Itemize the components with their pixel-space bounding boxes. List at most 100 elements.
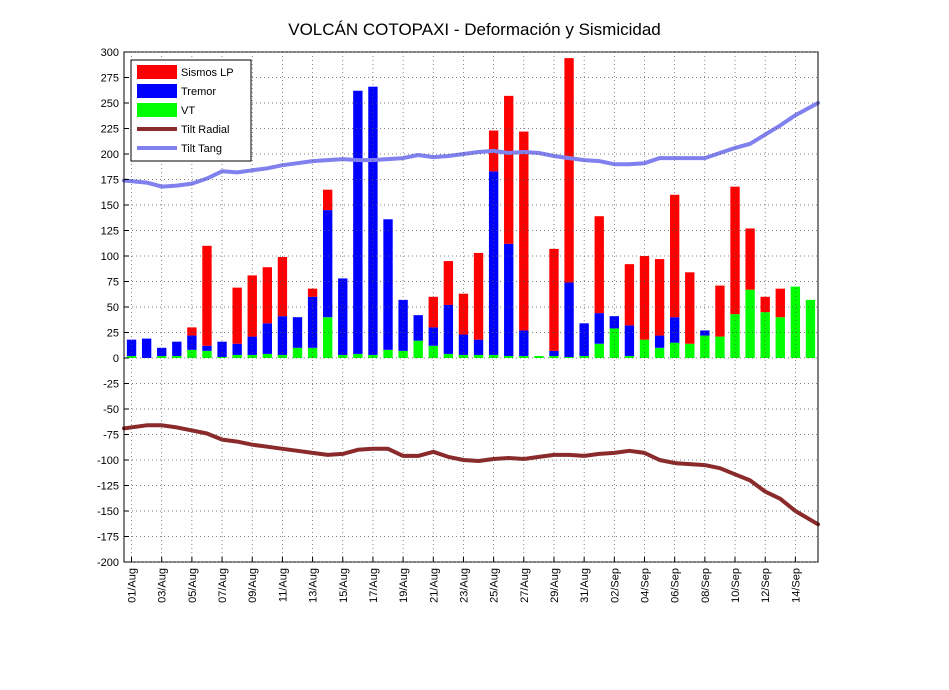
tremor-bar: [398, 299, 408, 351]
legend-swatch: [137, 103, 177, 117]
vt-bar: [564, 356, 574, 358]
sismos-lp-bar: [745, 228, 755, 290]
y-tick-label: -150: [97, 506, 119, 518]
x-tick-label: 13/Aug: [308, 568, 320, 603]
sismos-lp-bar: [654, 259, 665, 336]
vt-bar: [473, 354, 484, 358]
sismos-lp-bar: [715, 285, 725, 337]
vt-bar: [383, 349, 393, 358]
vt-bar: [322, 317, 333, 358]
chart-title: VOLCÁN COTOPAXI - Deformación y Sismicid…: [288, 20, 661, 39]
x-tick-label: 04/Sep: [640, 568, 652, 603]
x-tick-label: 09/Aug: [247, 568, 259, 603]
tremor-bar: [473, 339, 484, 355]
tremor-bar: [669, 317, 680, 343]
tremor-bar: [353, 90, 363, 354]
x-tick-label: 02/Sep: [609, 568, 621, 603]
vt-bar: [760, 312, 770, 358]
y-tick-label: 275: [101, 73, 119, 85]
vt-bar: [654, 347, 665, 358]
y-tick-label: -25: [103, 379, 119, 391]
x-tick-label: 21/Aug: [428, 568, 440, 603]
tremor-bar: [157, 347, 167, 356]
x-tick-label: 10/Sep: [730, 568, 742, 603]
tremor-bar: [277, 316, 288, 355]
y-tick-label: -200: [97, 557, 119, 569]
tremor-bar: [247, 336, 257, 355]
x-tick-label: 12/Sep: [760, 568, 772, 603]
tremor-bar: [413, 315, 423, 341]
tremor-bar: [443, 304, 454, 354]
sismos-lp-bar: [277, 257, 288, 317]
tremor-bar: [624, 325, 635, 356]
x-tick-label: 27/Aug: [519, 568, 531, 603]
sismos-lp-bar: [458, 293, 469, 335]
tilt-radial-line: [122, 423, 820, 527]
vt-bar: [669, 342, 680, 358]
tremor-bar: [232, 343, 242, 355]
legend-label: Tremor: [181, 86, 216, 98]
legend-swatch: [137, 65, 177, 79]
sismos-lp-bar: [247, 275, 257, 337]
tremor-bar: [292, 317, 303, 348]
y-tick-label: 125: [101, 226, 119, 238]
vt-bar: [232, 354, 242, 358]
sismos-lp-bar: [685, 272, 695, 344]
x-tick-label: 23/Aug: [458, 568, 470, 603]
x-tick-label: 14/Sep: [790, 568, 802, 603]
y-tick-label: 200: [101, 149, 119, 161]
sismos-lp-bar: [262, 267, 273, 324]
tremor-bar: [172, 341, 182, 356]
sismos-lp-bar: [775, 288, 785, 318]
x-tick-label: 25/Aug: [489, 568, 501, 603]
sismos-lp-bar: [519, 131, 529, 331]
tremor-bar: [187, 335, 197, 350]
vt-bar: [685, 343, 695, 358]
x-tick-label: 11/Aug: [277, 568, 289, 602]
y-tick-label: 25: [107, 328, 119, 340]
sismos-lp-bar: [594, 216, 604, 314]
tremor-bar: [700, 330, 710, 336]
tremor-bar: [141, 338, 152, 358]
legend-label: Tilt Radial: [181, 124, 230, 136]
tremor-bar: [519, 330, 529, 356]
tremor-bar: [126, 339, 137, 356]
tremor-bar: [654, 335, 665, 348]
y-tick-label: 0: [113, 353, 119, 365]
y-tick-label: -100: [97, 455, 119, 467]
x-tick-label: 07/Aug: [217, 568, 229, 603]
vt-bar: [624, 355, 635, 358]
vt-bar: [745, 289, 755, 358]
sismos-lp-bar: [473, 252, 484, 340]
legend-label: Tilt Tang: [181, 143, 222, 155]
sismos-lp-bar: [187, 327, 197, 336]
vt-bar: [594, 343, 604, 358]
y-tick-label: 175: [101, 175, 119, 187]
sismos-lp-bar: [202, 245, 212, 346]
sismos-lp-bar: [322, 189, 333, 211]
y-tick-label: 250: [101, 98, 119, 110]
y-tick-label: 150: [101, 200, 119, 212]
vt-bar: [172, 355, 182, 358]
legend-swatch: [137, 84, 177, 98]
tremor-bar: [564, 282, 574, 357]
vt-bar: [790, 286, 801, 358]
y-tick-label: -125: [97, 481, 119, 493]
tremor-bar: [202, 345, 212, 351]
tilt-tang-line: [122, 101, 820, 189]
x-tick-label: 03/Aug: [157, 568, 169, 603]
y-tick-label: 50: [107, 302, 119, 314]
y-tick-label: -75: [103, 430, 119, 442]
axes-layer: 3002752502252001751501251007550250-25-50…: [97, 47, 818, 603]
sismos-lp-bar: [549, 248, 559, 351]
tremor-bar: [549, 350, 559, 356]
legend: Sismos LP Tremor VT Tilt Radial Tilt Tang: [130, 59, 252, 162]
y-tick-label: -175: [97, 532, 119, 544]
x-tick-label: 19/Aug: [398, 568, 410, 603]
y-tick-label: 100: [101, 251, 119, 263]
sismos-lp-bar: [564, 58, 574, 283]
vt-bar: [534, 355, 544, 358]
vt-bar: [504, 355, 514, 358]
y-tick-label: 300: [101, 47, 119, 59]
